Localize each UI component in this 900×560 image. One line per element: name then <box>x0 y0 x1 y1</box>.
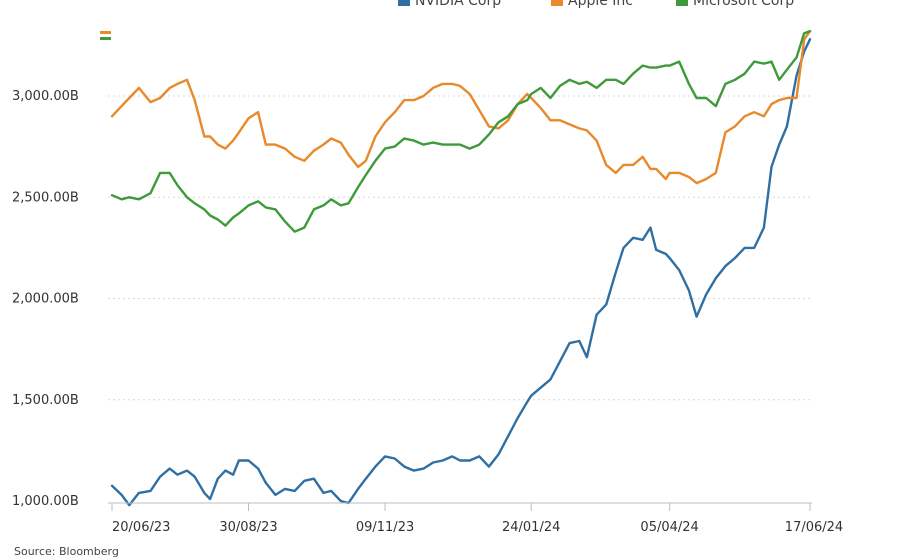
mini-swatch-orange <box>100 31 111 34</box>
x-tick-label: 17/06/24 <box>785 520 843 535</box>
y-tick-label: 1,500.00B <box>12 393 79 408</box>
x-tick-label: 09/11/23 <box>356 520 414 535</box>
x-axis-ticks: 20/06/23 30/08/23 09/11/23 24/01/24 05/04/24… <box>111 503 843 535</box>
mini-swatch-green <box>100 37 111 40</box>
legend-label: Apple Inc <box>568 0 633 9</box>
y-axis-ticks: 1,000.00B 1,500.00B 2,000.00B 2,500.00B 3,00… <box>12 89 79 509</box>
series-line-nvidia-corp <box>110 38 812 507</box>
source-note: Source: Bloomberg <box>14 545 119 558</box>
legend-item: Apple Inc <box>551 0 633 9</box>
legend-label: Microsoft Corp <box>693 0 794 9</box>
y-tick-label: 3,000.00B <box>12 89 79 104</box>
y-tick-label: 2,000.00B <box>12 292 79 307</box>
legend-swatch <box>398 0 410 6</box>
legend-item: NVIDIA Corp <box>398 0 501 9</box>
series-line-apple-inc <box>110 30 812 185</box>
y-tick-label: 1,000.00B <box>12 494 79 509</box>
x-tick-label: 05/04/24 <box>640 520 698 535</box>
series-line-microsoft-corp <box>110 30 812 233</box>
series-layer <box>110 30 812 507</box>
legend-label: NVIDIA Corp <box>415 0 501 9</box>
y-tick-label: 2,500.00B <box>12 190 79 205</box>
x-tick-label: 20/06/23 <box>112 520 170 535</box>
legend-swatch <box>676 0 688 6</box>
legend-item: Microsoft Corp <box>676 0 794 9</box>
mini-legend-swatch <box>100 31 111 40</box>
legend-swatch <box>551 0 563 6</box>
x-tick-label: 30/08/23 <box>219 520 277 535</box>
legend: NVIDIA Corp Apple Inc Microsoft Corp <box>398 0 794 9</box>
x-tick-label: 24/01/24 <box>502 520 560 535</box>
